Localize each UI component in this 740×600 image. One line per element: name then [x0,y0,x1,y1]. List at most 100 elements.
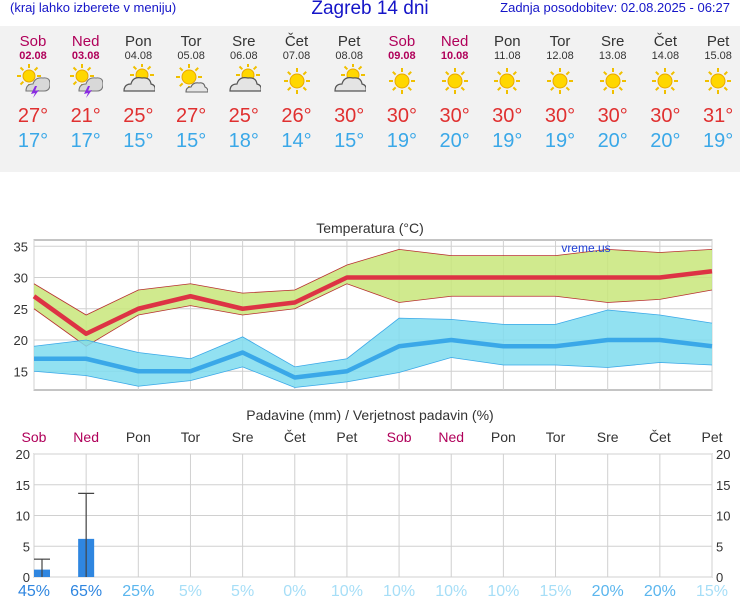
y-tick-label: 10 [16,509,30,524]
sun-icon [587,64,639,104]
menu-hint: (kraj lahko izberete v meniju) [10,0,177,15]
y-tick-label: 15 [14,364,28,379]
y-tick-label: 20 [16,447,30,462]
watermark: vreme.us [561,241,610,255]
day-name: Sre [601,33,625,50]
y-tick-label-right: 5 [716,539,723,554]
day-date: 07.08 [282,50,311,62]
thunder-sun-icon [7,64,59,104]
band-lower-edge [33,357,713,388]
day-date: 11.08 [493,50,521,62]
day-column: Tor 05.08 27° 15° [165,26,217,154]
day-column: Sob 02.08 27° 17° [7,26,59,154]
x-tick-label: Sob [22,429,47,445]
day-column: Ned 10.08 30° 20° [429,26,481,154]
sun-icon [376,64,428,104]
band-upper-edge [33,309,713,368]
day-column: Pon 04.08 25° 15° [112,26,164,154]
last-update: Zadnja posodobitev: 02.08.2025 - 06:27 [500,0,730,15]
y-tick-label: 35 [14,239,28,254]
max-temperature: 30° [439,105,470,127]
day-column: Tor 12.08 30° 19° [534,26,586,154]
day-date: 13.08 [598,50,627,62]
temperature-chart: Temperatura (°C) 15 20 25 30 35 vreme.us [14,220,713,391]
day-name: Tor [549,33,571,50]
precipitation-probability: 15% [696,583,728,598]
min-temperature: 17° [17,130,49,152]
sun-icon [481,64,533,104]
day-column: Pet 15.08 31° 19° [692,26,740,154]
min-temperature: 19° [492,130,523,152]
min-temperature: 20° [597,130,628,152]
max-temperature-line [32,269,713,336]
max-temperature-band [34,249,712,347]
min-temperature: 20° [650,130,681,152]
min-temperature: 19° [386,130,418,152]
x-tick-label: Tor [181,429,201,445]
day-date: 08.08 [335,50,363,62]
precipitation-chart-title: Padavine (mm) / Verjetnost padavin (%) [246,407,493,423]
y-tick-label-right: 20 [716,447,730,462]
x-tick-label: Sre [597,429,619,445]
max-temperature: 25° [228,105,259,127]
x-tick-label: Sre [232,429,254,445]
x-tick-label: Tor [546,429,566,445]
min-temperature: 17° [70,130,101,152]
sun-icon [534,64,586,104]
precipitation-probability: 45% [18,583,50,598]
min-temperature: 15° [123,130,154,152]
x-tick-label: Pet [336,429,357,445]
max-temperature: 31° [702,105,734,127]
max-temperature: 30° [650,105,681,127]
x-tick-label: Ned [73,429,99,445]
precipitation-probability: 5% [179,583,202,598]
precipitation-probability: 10% [487,583,519,598]
day-name: Sob [19,33,47,50]
thunder-sun-icon [60,64,112,104]
day-date: 09.08 [388,50,416,62]
precipitation-probability: 25% [122,583,154,598]
band-lower-edge [33,283,713,347]
max-temperature: 25° [123,105,154,127]
day-column: Sre 13.08 30° 20° [587,26,639,154]
day-column: Čet 14.08 30° 20° [639,26,691,154]
band-upper-edge [33,248,713,316]
day-date: 04.08 [124,50,153,62]
precipitation-probability: 20% [592,583,624,598]
day-date: 15.08 [704,50,732,62]
min-temperature: 18° [228,130,259,152]
day-column: Sre 06.08 25° 18° [218,26,270,154]
day-date: 02.08 [19,50,47,62]
sun-cloud-small-icon [165,64,217,104]
sun-icon [692,64,740,104]
max-temperature: 27° [175,105,207,127]
x-tick-label: Pon [491,429,516,445]
precipitation-probability: 0% [283,583,306,598]
y-tick-label: 15 [16,478,30,493]
max-temperature: 30° [597,105,628,127]
precipitation-probability: 10% [331,583,363,598]
max-temperature: 26° [281,105,312,127]
min-temperature: 15° [334,130,365,152]
temperature-chart-title: Temperatura (°C) [316,220,424,236]
precipitation-probability: 15% [540,583,572,598]
day-date: 06.08 [230,50,258,62]
x-tick-label: Čet [284,429,306,445]
max-temperature: 27° [17,105,49,127]
day-date: 05.08 [177,50,205,62]
sun-icon [271,64,323,104]
x-tick-label: Čet [649,429,671,445]
min-temperature: 20° [439,130,470,152]
day-name: Ned [440,33,469,50]
precipitation-probability: 10% [383,583,415,598]
min-temperature: 15° [175,130,207,152]
partly-cloudy-icon [323,63,375,104]
day-date: 03.08 [71,50,100,62]
day-name: Ned [71,33,100,50]
y-tick-label: 30 [14,271,28,286]
y-tick-label: 0 [23,570,30,585]
precipitation-chart: Padavine (mm) / Verjetnost padavin (%) So… [16,407,731,598]
day-name: Pet [337,33,361,50]
y-tick-label-right: 0 [716,570,723,585]
day-name: Čet [653,33,678,50]
